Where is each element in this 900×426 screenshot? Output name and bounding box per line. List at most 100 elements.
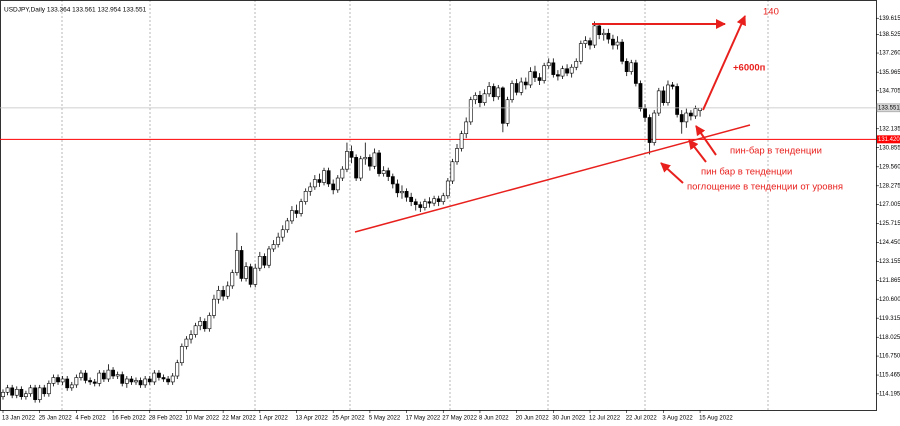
candle-body [331, 183, 336, 191]
candle-body [601, 32, 606, 36]
candle-body [588, 40, 592, 46]
candle-body [225, 285, 230, 297]
candle-body [198, 321, 203, 327]
candle-body [436, 198, 441, 202]
y-tick-label: 118.025 [879, 335, 900, 341]
candle-body [37, 387, 42, 400]
candle-body [51, 377, 56, 384]
candle-body [423, 201, 427, 208]
candle-body [101, 372, 106, 380]
candle-body [299, 201, 303, 214]
y-tick-label: 121.865 [879, 278, 900, 284]
candle-body [74, 377, 79, 386]
candle-body [597, 25, 602, 36]
candle-body [652, 112, 657, 143]
x-tick-label: 28 Feb 2022 [149, 416, 183, 422]
candle-body [271, 244, 276, 250]
candle-body [147, 378, 152, 383]
candle-body [216, 290, 221, 300]
x-tick-label: 22 Jul 2022 [626, 416, 658, 422]
candle-body [537, 77, 542, 81]
candle-body [202, 321, 207, 330]
candle-body [24, 393, 28, 398]
candle-body [345, 151, 349, 170]
annotation: пин бар в тенденции [701, 167, 792, 178]
candle-body [124, 378, 129, 384]
x-tick-label: 8 Jun 2022 [479, 416, 509, 422]
x-tick-label: 4 Feb 2022 [75, 416, 106, 422]
candle-body [418, 204, 423, 208]
candle-body [189, 334, 193, 340]
candle-body [207, 315, 212, 330]
candle-body [60, 378, 65, 383]
candle-body [528, 71, 533, 86]
candle-body [386, 170, 391, 177]
current-price-label: 133.551 [878, 105, 900, 111]
candle-body [97, 372, 102, 384]
candle-body [1, 391, 5, 398]
candle-body [390, 176, 395, 185]
candle-body [134, 380, 138, 383]
candle-body [79, 372, 83, 378]
candle-body [468, 99, 473, 123]
candle-body [620, 41, 625, 62]
candle-body [478, 94, 482, 103]
candle-body [455, 148, 459, 163]
candle-body [92, 381, 97, 384]
candle-body [450, 161, 455, 182]
candle-body [381, 170, 386, 174]
candle-body [317, 179, 322, 183]
candle-body [280, 229, 285, 238]
candle-body [340, 168, 345, 179]
candle-body [523, 81, 528, 86]
x-tick-label: 22 Mar 2022 [222, 416, 256, 422]
candle-body [46, 383, 51, 395]
x-tick-label: 15 Aug 2022 [699, 416, 733, 422]
candle-body [675, 86, 680, 115]
annotation: поглощение в тенденции от уровня [687, 182, 843, 193]
x-tick-label: 10 Mar 2022 [185, 416, 219, 422]
candle-body [285, 220, 290, 231]
candle-body [257, 256, 262, 269]
candle-body [308, 186, 313, 192]
candle-body [533, 71, 537, 78]
candle-body [643, 108, 647, 118]
candle-body [303, 191, 308, 202]
candle-body [267, 248, 271, 266]
y-tick-label: 125.715 [879, 221, 900, 227]
candle-body [33, 387, 38, 400]
candle-body [262, 256, 267, 266]
candle-body [120, 374, 125, 384]
candle-body [56, 377, 60, 383]
month-separators [61, 0, 769, 410]
candle-body [326, 170, 331, 185]
current-price-box [876, 103, 900, 113]
candle-body [519, 81, 524, 93]
candle-body [221, 290, 226, 297]
candle-body [487, 86, 492, 95]
annotation: +6000п [733, 63, 766, 74]
candle-body [693, 108, 698, 117]
candle-body [349, 151, 354, 158]
x-tick-label: 5 May 2022 [369, 416, 401, 422]
candle-body [409, 196, 414, 202]
candle-body [491, 86, 496, 98]
candle-body [42, 387, 47, 395]
x-tick-label: 16 Feb 2022 [112, 416, 146, 422]
y-tick-label: 138.525 [879, 32, 900, 38]
candle-body [212, 298, 216, 316]
candle-body [611, 38, 615, 46]
candle-body [234, 250, 239, 273]
candle-body [157, 372, 161, 378]
candle-body [152, 372, 157, 383]
candle-body [161, 377, 166, 380]
candle-body [542, 65, 547, 81]
candle-body [14, 389, 19, 396]
candle-body [432, 198, 436, 204]
candle-body [377, 152, 381, 174]
candle-body [500, 87, 505, 124]
candle-body [253, 267, 258, 285]
candle-body [551, 62, 556, 75]
candle-body [83, 372, 88, 381]
candle-body [276, 236, 281, 245]
